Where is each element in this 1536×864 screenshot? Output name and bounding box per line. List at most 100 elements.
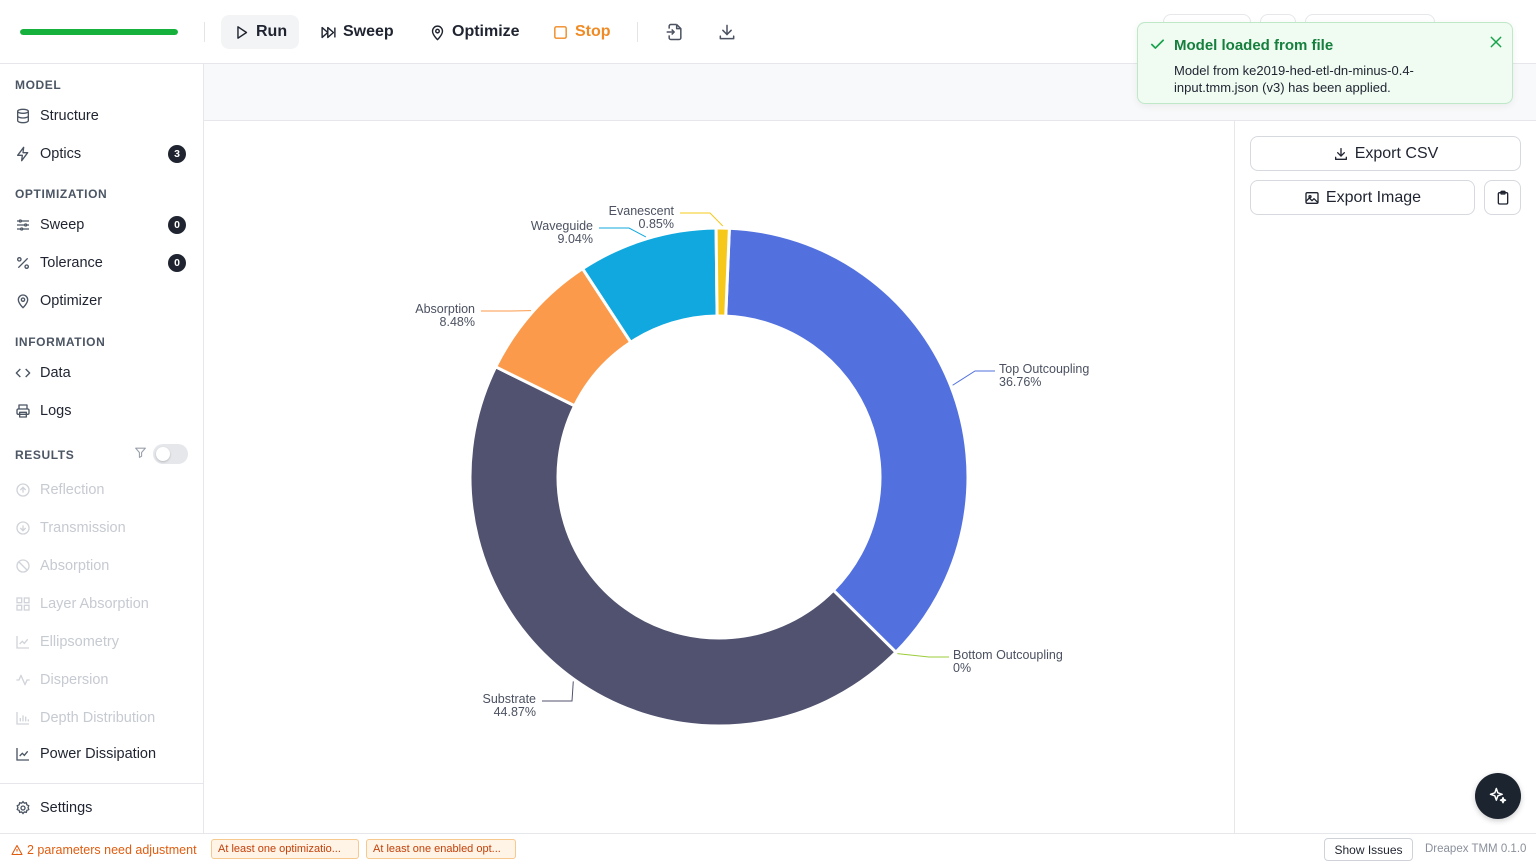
arrow-up-circle-icon <box>16 483 30 497</box>
ai-assistant-button[interactable] <box>1475 773 1521 819</box>
sidebar-item-label: Optimizer <box>40 293 103 309</box>
tolerance-count-badge: 0 <box>168 254 186 272</box>
section-results: RESULTS <box>15 448 75 462</box>
status-bar: 2 parameters need adjustment At least on… <box>0 833 1536 864</box>
download-icon[interactable] <box>717 22 737 42</box>
sidebar-item-label: Dispersion <box>40 672 109 688</box>
copy-image-button[interactable] <box>1484 180 1521 215</box>
donut-slice-top-outcoupling[interactable] <box>724 226 970 654</box>
sidebar-item-tolerance[interactable]: Tolerance 0 <box>15 249 190 277</box>
activity-icon <box>16 674 30 686</box>
sidebar-item-depth-distribution: Depth Distribution <box>15 704 190 732</box>
run-label: Run <box>256 23 288 40</box>
sidebar-item-dispersion: Dispersion <box>15 666 190 694</box>
right-panel: Export CSV Export Image <box>1234 121 1536 833</box>
sidebar-item-label: Absorption <box>40 558 110 574</box>
slice-value: 0.85% <box>638 217 674 231</box>
sweep-label: Sweep <box>343 23 394 40</box>
results-filter-toggle[interactable] <box>153 444 188 464</box>
stop-label: Stop <box>575 23 611 40</box>
close-icon[interactable] <box>1488 34 1504 50</box>
sidebar-divider <box>0 783 203 784</box>
gear-icon <box>16 800 30 815</box>
sidebar-item-settings[interactable]: Settings <box>15 794 190 822</box>
slice-name: Top Outcoupling <box>999 362 1090 376</box>
slice-name: Absorption <box>415 302 475 316</box>
stop-button[interactable]: Stop <box>540 15 623 49</box>
export-csv-button[interactable]: Export CSV <box>1250 136 1521 171</box>
layout-grid-icon <box>16 597 30 611</box>
export-image-button[interactable]: Export Image <box>1250 180 1475 215</box>
run-icon <box>237 25 248 39</box>
slice-value: 8.48% <box>439 315 475 329</box>
export-csv-label: Export CSV <box>1354 144 1439 162</box>
sidebar-item-label: Ellipsometry <box>40 634 119 650</box>
leader-line <box>542 681 574 702</box>
slice-label: Top Outcoupling 36.76% <box>999 363 1089 389</box>
section-model: MODEL <box>15 78 62 92</box>
progress-fill <box>20 29 178 35</box>
slice-name: Waveguide <box>530 219 593 233</box>
slice-name: Bottom Outcoupling <box>953 648 1063 662</box>
import-icon[interactable] <box>665 22 685 42</box>
sidebar-item-label: Sweep <box>40 217 85 233</box>
progress-bar <box>20 29 178 35</box>
section-information: INFORMATION <box>15 335 106 349</box>
sidebar-item-optimizer[interactable]: Optimizer <box>15 287 190 315</box>
sidebar-item-sweep[interactable]: Sweep 0 <box>15 211 190 239</box>
sidebar-item-label: Data <box>40 365 71 381</box>
toolbar-separator <box>204 22 205 42</box>
sidebar-item-label: Settings <box>40 800 93 816</box>
leader-line <box>680 212 724 227</box>
slice-label: Evanescent 0.85% <box>609 205 674 231</box>
image-icon <box>1305 191 1319 204</box>
slice-value: 36.76% <box>999 375 1042 389</box>
slice-name: Evanescent <box>608 204 674 218</box>
sidebar-item-label: Tolerance <box>40 255 103 271</box>
line-chart-icon <box>16 748 29 761</box>
lightning-icon <box>17 146 29 162</box>
bar-chart-icon <box>16 712 29 725</box>
toggle-knob <box>156 447 170 461</box>
sliders-icon <box>17 219 29 231</box>
sidebar-item-ellipsometry: Ellipsometry <box>15 628 190 656</box>
optimize-button[interactable]: Optimize <box>417 15 532 49</box>
filter-icon[interactable] <box>134 446 147 459</box>
sidebar-item-structure[interactable]: Structure <box>15 102 190 130</box>
donut-slice-substrate[interactable] <box>468 365 898 728</box>
app-version: Dreapex TMM 0.1.0 <box>1425 843 1527 855</box>
leader-line <box>952 370 995 386</box>
slice-value: 44.87% <box>493 705 536 719</box>
sidebar-item-label: Structure <box>40 108 99 124</box>
slice-value: 9.04% <box>557 232 593 246</box>
sidebar-item-optics[interactable]: Optics 3 <box>15 140 190 168</box>
percent-icon <box>17 257 29 269</box>
show-issues-button[interactable]: Show Issues <box>1324 838 1413 861</box>
printer-icon <box>16 404 30 418</box>
download-icon <box>1334 147 1347 160</box>
warning-status[interactable]: 2 parameters need adjustment <box>11 843 197 857</box>
ban-icon <box>16 559 30 573</box>
database-icon <box>17 108 29 124</box>
sidebar-item-label: Power Dissipation <box>40 746 157 762</box>
slice-label: Waveguide 9.04% <box>531 220 593 246</box>
sidebar-item-logs[interactable]: Logs <box>15 397 190 425</box>
run-button[interactable]: Run <box>221 15 300 49</box>
sweep-button[interactable]: Sweep <box>308 15 406 49</box>
sidebar-item-label: Optics <box>40 146 82 162</box>
sweep-icon <box>321 26 336 38</box>
optics-count-badge: 3 <box>168 145 186 163</box>
sidebar-item-transmission: Transmission <box>15 514 190 542</box>
sidebar-item-label: Layer Absorption <box>40 596 149 612</box>
sidebar-item-power-dissipation[interactable]: Power Dissipation <box>15 740 190 768</box>
sidebar: MODEL Structure Optics 3 OPTIMIZATION Sw… <box>0 64 204 833</box>
donut-slice-evanescent[interactable] <box>714 226 731 318</box>
location-pin-icon <box>17 294 29 309</box>
sidebar-item-label: Depth Distribution <box>40 710 156 726</box>
issue-chip[interactable]: At least one optimizatio... <box>211 839 359 859</box>
sidebar-item-data[interactable]: Data <box>15 359 190 387</box>
sidebar-item-absorption: Absorption <box>15 552 190 580</box>
optimize-label: Optimize <box>452 23 520 40</box>
slice-label: Bottom Outcoupling 0% <box>953 649 1063 675</box>
issue-chip[interactable]: At least one enabled opt... <box>366 839 516 859</box>
